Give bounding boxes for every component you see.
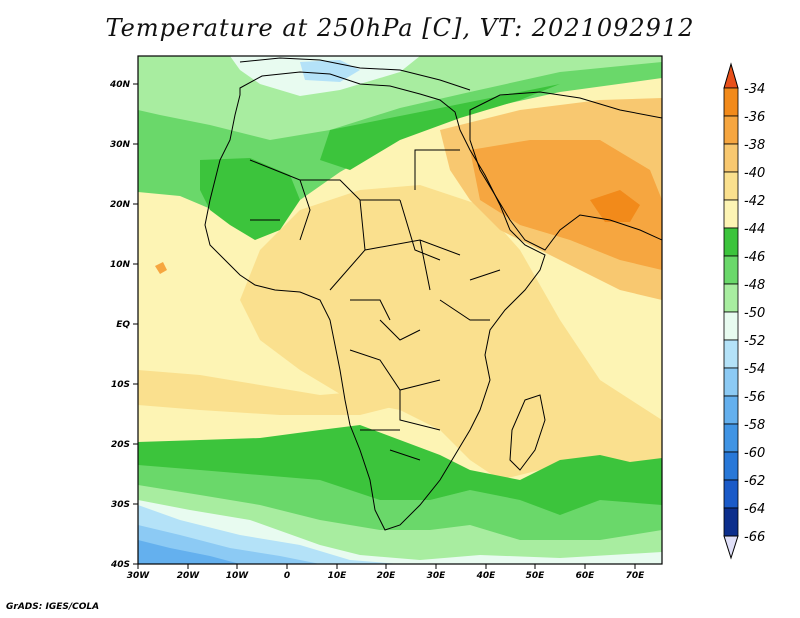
colorbar-label: -38: [744, 138, 765, 153]
lat-label: 20S: [111, 440, 130, 450]
lon-label: 0: [284, 571, 290, 581]
colorbar-label: -60: [744, 446, 765, 461]
lat-label: 40S: [110, 560, 130, 570]
colorbar-swatch: [723, 87, 739, 117]
lon-label: 30E: [427, 571, 447, 581]
colorbar-label: -66: [744, 530, 765, 545]
colorbar-label: -42: [744, 194, 765, 209]
africa-coastline: [204, 71, 546, 531]
mediterranean-coast: [239, 57, 471, 91]
arabia-coastline: [469, 91, 662, 251]
colorbar-swatch: [723, 507, 739, 537]
colorbar-swatch: [723, 255, 739, 285]
coastlines: [204, 57, 662, 531]
colorbar-swatch: [723, 339, 739, 369]
colorbar-swatch: [723, 395, 739, 425]
colorbar: -34 -36 -38 -40 -42 -44 -46 -48 -50 -52 -54 -56 -58 -…: [723, 62, 765, 560]
axis-ticks: [133, 83, 636, 569]
colorbar-label: -44: [744, 222, 765, 237]
atlantic-spot: [155, 262, 167, 274]
colorbar-swatch: [723, 171, 739, 201]
lon-label: 20E: [377, 571, 397, 581]
colorbar-label: -40: [744, 166, 765, 181]
colorbar-label: -62: [744, 474, 765, 489]
madagascar: [509, 394, 546, 471]
plot-frame: [137, 55, 663, 565]
map-title: Temperature at 250hPa [C], VT: 202109291…: [105, 14, 695, 42]
lon-label: 20W: [177, 571, 201, 581]
lon-label: 50E: [526, 571, 546, 581]
colorbar-label: -36: [744, 110, 765, 125]
colorbar-swatch: [723, 199, 739, 229]
colorbar-label: -52: [744, 334, 765, 349]
colorbar-label: -50: [744, 306, 765, 321]
colorbar-swatch: [723, 367, 739, 397]
temperature-field: [138, 56, 662, 564]
lon-label: 10E: [328, 571, 348, 581]
lon-label: 70E: [626, 571, 646, 581]
colorbar-swatch: [723, 479, 739, 509]
colorbar-label: -48: [744, 278, 765, 293]
colorbar-label: -64: [744, 502, 765, 517]
lon-label: 60E: [576, 571, 596, 581]
lon-label: 40E: [476, 571, 497, 581]
lat-label: 20N: [110, 200, 131, 210]
colorbar-label: -54: [744, 362, 765, 377]
colorbar-swatch: [723, 143, 739, 173]
colorbar-bottom-arrow: [723, 535, 739, 560]
lat-label: EQ: [116, 320, 130, 330]
colorbar-label: -56: [744, 390, 765, 405]
credit-text: GrADS: IGES/COLA: [6, 602, 100, 612]
colorbar-swatch: [723, 423, 739, 453]
colorbar-label: -46: [744, 250, 765, 265]
colorbar-swatch: [723, 227, 739, 257]
south-deep-blue: [138, 540, 240, 564]
colorbar-swatch: [723, 283, 739, 313]
equatorial-orange: [138, 370, 420, 415]
arabia-hot-spot: [590, 190, 640, 222]
colorbar-top-arrow: [723, 62, 739, 89]
colorbar-label: -34: [744, 82, 765, 97]
lat-label: 10S: [111, 380, 130, 390]
lon-label: 30W: [127, 571, 151, 581]
internal-borders: [249, 149, 501, 461]
colorbar-swatch: [723, 451, 739, 481]
colorbar-label: -58: [744, 418, 765, 433]
lat-labels: 40N 30N 20N 10N EQ 10S 20S 30S 40S: [109, 80, 131, 570]
lat-label: 40N: [109, 80, 131, 90]
arabia-deep-orange: [470, 140, 662, 270]
north-green-strip: [320, 84, 560, 170]
africa-orange: [240, 185, 662, 480]
colorbar-swatch: [723, 115, 739, 145]
lat-label: 30S: [111, 500, 130, 510]
lon-labels: 30W 20W 10W 0 10E 20E 30E 40E 50E 60E 70…: [127, 571, 645, 581]
lon-label: 10W: [226, 571, 250, 581]
colorbar-swatch: [723, 311, 739, 341]
lat-label: 30N: [110, 140, 131, 150]
lat-label: 10N: [110, 260, 131, 270]
